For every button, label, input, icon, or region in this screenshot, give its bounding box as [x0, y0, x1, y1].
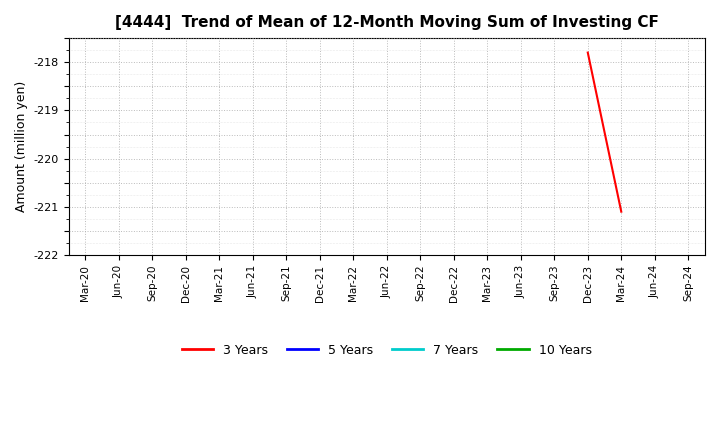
Legend: 3 Years, 5 Years, 7 Years, 10 Years: 3 Years, 5 Years, 7 Years, 10 Years — [177, 339, 597, 362]
Title: [4444]  Trend of Mean of 12-Month Moving Sum of Investing CF: [4444] Trend of Mean of 12-Month Moving … — [115, 15, 659, 30]
Y-axis label: Amount (million yen): Amount (million yen) — [15, 81, 28, 212]
